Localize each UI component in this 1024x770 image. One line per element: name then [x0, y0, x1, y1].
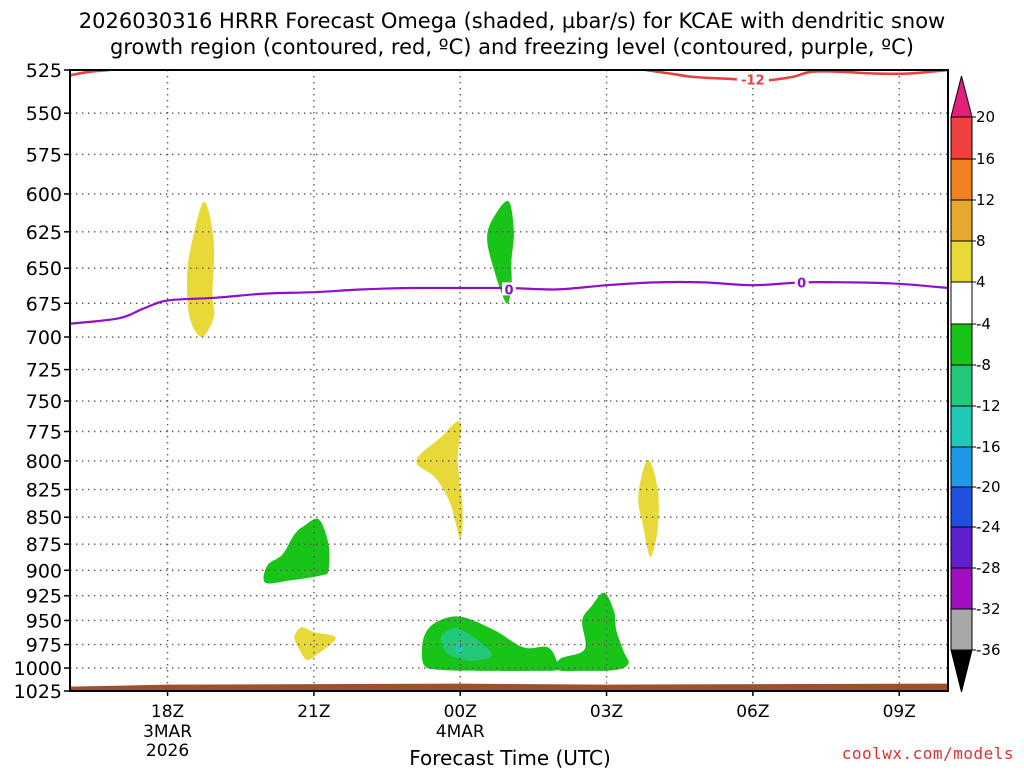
y-tick-label-550: 550: [26, 103, 62, 125]
x-tick-sublabel-18Z-2: 2026: [146, 741, 189, 761]
colorbar-segment-3: [950, 199, 973, 242]
colorbar-label-11: -24: [976, 518, 1001, 536]
colorbar-label-1: 20: [976, 108, 995, 126]
y-tick-label-975: 975: [26, 635, 62, 657]
x-tick-sublabel-00Z-1: 4MAR: [436, 722, 485, 742]
plot-frame: [69, 69, 949, 692]
dendritic-label: -12: [741, 74, 765, 89]
colorbar-label-5: 4: [976, 273, 986, 291]
x-tick-label-00Z: 00Z: [444, 702, 477, 722]
x-tick-label-03Z: 03Z: [590, 702, 623, 722]
omega-region-4: [294, 627, 336, 660]
colorbar-segment-7: [950, 364, 973, 407]
y-tick-label-925: 925: [26, 586, 62, 608]
colorbar-label-6: -4: [976, 315, 991, 333]
y-tick-label-875: 875: [26, 534, 62, 556]
chart-title-line-1: 2026030316 HRRR Forecast Omega (shaded, …: [78, 9, 946, 33]
colorbar-segment-11: [950, 526, 973, 569]
freezing-level-label-2-bg: [794, 275, 809, 289]
y-tick-label-800: 800: [26, 451, 62, 473]
colorbar-label-3: 12: [976, 191, 995, 209]
y-tick-label-950: 950: [26, 610, 62, 632]
dendritic-line-2: [645, 70, 948, 82]
y-tick-label-850: 850: [26, 507, 62, 529]
colorbar-segment-13: [950, 608, 973, 651]
colorbar-segment-1: [950, 116, 973, 160]
colorbar-label-4: 8: [976, 232, 986, 250]
x-tick-sublabel-18Z-1: 3MAR: [143, 722, 192, 742]
terrain-fill: [70, 683, 948, 691]
freezing-level-label-1-bg: [502, 282, 516, 296]
y-tick-label-1025: 1025: [14, 681, 62, 703]
y-tick-label-900: 900: [26, 560, 62, 582]
colorbar-label-10: -20: [976, 478, 1001, 496]
colorbar-label-8: -12: [976, 397, 1001, 415]
omega-region-10: [455, 642, 463, 655]
y-tick-label-675: 675: [26, 293, 62, 315]
y-tick-label-725: 725: [26, 360, 62, 382]
colorbar-segment-10: [950, 486, 973, 528]
x-tick-label-06Z: 06Z: [736, 702, 769, 722]
colorbar-label-7: -8: [976, 356, 991, 374]
colorbar-label-2: 16: [976, 150, 995, 168]
colorbar-bottom-arrow: [950, 649, 973, 693]
omega-region-2: [416, 421, 463, 539]
omega-region-6: [263, 518, 330, 584]
y-tick-label-625: 625: [26, 222, 62, 244]
y-tick-label-750: 750: [26, 391, 62, 413]
freezing-level-label-2: 0: [797, 276, 806, 291]
dendritic-label-bg: [736, 72, 769, 87]
colorbar-segment-6: [950, 323, 973, 366]
y-tick-label-825: 825: [26, 480, 62, 502]
colorbar-segment-8: [950, 405, 973, 448]
y-tick-label-775: 775: [26, 421, 62, 443]
x-tick-label-21Z: 21Z: [297, 702, 330, 722]
omega-region-8: [555, 592, 629, 672]
colorbar-segment-4: [950, 240, 973, 283]
colorbar-segment-9: [950, 446, 973, 488]
colorbar-top-arrow: [950, 75, 973, 118]
omega-region-3: [638, 459, 659, 557]
omega-region-1: [186, 201, 215, 337]
x-tick-label-18Z: 18Z: [151, 702, 184, 722]
x-axis-title: Forecast Time (UTC): [409, 746, 611, 770]
x-tick-label-09Z: 09Z: [883, 702, 916, 722]
y-tick-label-650: 650: [26, 258, 62, 280]
y-tick-label-575: 575: [26, 144, 62, 166]
y-tick-label-1000: 1000: [14, 658, 62, 680]
colorbar-label-14: -36: [976, 641, 1001, 659]
y-tick-label-600: 600: [26, 184, 62, 206]
colorbar-segment-12: [950, 567, 973, 610]
colorbar-label-12: -28: [976, 559, 1001, 577]
freezing-level-label-1: 0: [504, 283, 513, 298]
y-tick-label-525: 525: [26, 60, 62, 82]
omega-region-5: [487, 200, 514, 304]
colorbar-label-13: -32: [976, 600, 1001, 618]
site-credit[interactable]: coolwx.com/models: [841, 744, 1014, 763]
colorbar-segment-5: [950, 281, 973, 325]
chart-title-line-2: growth region (contoured, red, ºC) and f…: [110, 35, 914, 59]
y-tick-label-700: 700: [26, 327, 62, 349]
colorbar-segment-2: [950, 158, 973, 201]
colorbar-label-9: -16: [976, 438, 1001, 456]
